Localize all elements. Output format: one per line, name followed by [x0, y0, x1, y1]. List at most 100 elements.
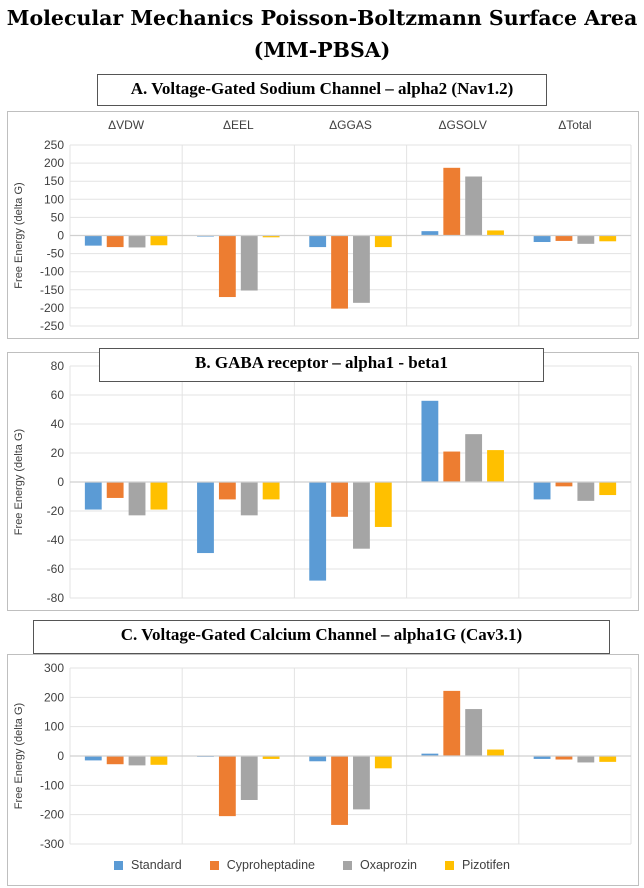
y-tick-label: -100 — [40, 265, 64, 279]
y-tick-label: -100 — [40, 778, 64, 792]
bar-standard-2 — [309, 756, 327, 762]
bar-pizotifen-4 — [599, 482, 617, 496]
bar-cyproheptadine-4 — [555, 756, 573, 760]
y-tick-label: 0 — [57, 475, 64, 489]
y-tick-label: 60 — [51, 388, 65, 402]
legend-label-standard: Standard — [131, 858, 182, 872]
y-tick-label: 40 — [51, 417, 65, 431]
bar-oxaprozin-3 — [465, 434, 483, 482]
y-tick-label: 0 — [57, 229, 64, 243]
bar-pizotifen-1 — [262, 756, 280, 759]
main-title-line1: Molecular Mechanics Poisson-Boltzmann Su… — [6, 6, 638, 30]
bar-cyproheptadine-3 — [443, 451, 461, 482]
y-tick-label: 200 — [44, 156, 64, 170]
chart-c: 300 200 100 0 -100 -200 -300 Free Energy (delta… — [13, 661, 632, 851]
bar-oxaprozin-4 — [577, 482, 595, 501]
bar-cyproheptadine-2 — [331, 756, 348, 825]
y-tick-label: 50 — [51, 210, 65, 224]
legend-item-cyproheptadine: Cyproheptadine — [209, 858, 315, 872]
bar-oxaprozin-4 — [577, 756, 595, 763]
y-tick-label: -200 — [40, 808, 64, 822]
y-axis-label: Free Energy (delta G) — [13, 182, 25, 288]
y-tick-label: 300 — [44, 661, 64, 675]
legend-item-oxaprozin: Oxaprozin — [343, 858, 417, 872]
y-tick-label: 20 — [51, 446, 65, 460]
bar-standard-0 — [84, 756, 102, 761]
bar-standard-2 — [309, 235, 327, 248]
bar-oxaprozin-3 — [465, 176, 483, 236]
bar-cyproheptadine-4 — [555, 482, 573, 487]
y-axis-label: Free Energy (delta G) — [13, 703, 25, 809]
category-label: ΔTotal — [558, 118, 591, 132]
bar-standard-2 — [309, 482, 327, 581]
bar-standard-0 — [84, 482, 102, 510]
chart-a-frame — [7, 111, 639, 339]
y-tick-label: 0 — [57, 749, 64, 763]
bar-cyproheptadine-1 — [218, 756, 236, 817]
bar-oxaprozin-1 — [240, 482, 258, 516]
bar-standard-4 — [533, 756, 551, 759]
bar-standard-3 — [421, 400, 439, 482]
y-tick-label: 250 — [44, 138, 64, 152]
bar-cyproheptadine-3 — [443, 690, 461, 756]
bar-cyproheptadine-1 — [218, 235, 236, 298]
bar-standard-4 — [533, 482, 551, 500]
legend-label-pizotifen: Pizotifen — [461, 858, 510, 872]
y-tick-label: -250 — [40, 319, 64, 333]
bar-oxaprozin-1 — [240, 756, 258, 800]
category-label: ΔGSOLV — [438, 118, 486, 132]
bar-pizotifen-0 — [150, 482, 168, 510]
bar-pizotifen-3 — [487, 749, 504, 756]
legend-swatch-cyproheptadine — [209, 860, 219, 870]
category-label: ΔVDW — [108, 118, 145, 132]
y-tick-label: 150 — [44, 174, 64, 188]
bar-oxaprozin-0 — [128, 756, 146, 766]
chart-a: 250 200 150 100 50 0 -50 -100 -150 -200 -250 ΔVDW ΔE… — [13, 118, 632, 333]
chart-c-title: C. Voltage-Gated Calcium Channel – alpha… — [33, 620, 610, 654]
bar-cyproheptadine-1 — [218, 482, 236, 500]
bar-pizotifen-1 — [262, 482, 280, 500]
chart-b-title: B. GABA receptor – alpha1 - beta1 — [99, 348, 544, 382]
bar-pizotifen-2 — [374, 235, 392, 248]
bar-oxaprozin-0 — [128, 235, 146, 248]
main-title: Molecular Mechanics Poisson-Boltzmann Su… — [0, 2, 644, 66]
category-label: ΔEEL — [223, 118, 254, 132]
bar-standard-3 — [421, 231, 439, 236]
bar-cyproheptadine-4 — [555, 235, 573, 241]
y-tick-label: 80 — [51, 359, 65, 373]
bar-pizotifen-0 — [150, 235, 168, 246]
legend: Standard Cyproheptadine Oxaprozin Pizoti… — [114, 855, 538, 875]
bar-pizotifen-2 — [374, 482, 392, 527]
y-tick-label: -200 — [40, 301, 64, 315]
bar-pizotifen-3 — [487, 230, 504, 236]
main-title-line2: (MM-PBSA) — [253, 38, 391, 62]
y-tick-label: -50 — [47, 247, 65, 261]
legend-item-pizotifen: Pizotifen — [444, 858, 510, 872]
y-tick-label: -80 — [47, 591, 65, 605]
bar-pizotifen-4 — [599, 756, 617, 762]
legend-swatch-pizotifen — [444, 860, 454, 870]
bar-cyproheptadine-2 — [331, 235, 348, 309]
chart-c-frame — [7, 654, 639, 886]
y-tick-label: 100 — [44, 192, 64, 206]
y-tick-label: -150 — [40, 283, 64, 297]
bar-oxaprozin-1 — [240, 235, 258, 291]
category-label: ΔGGAS — [329, 118, 372, 132]
legend-label-oxaprozin: Oxaprozin — [360, 858, 417, 872]
bar-oxaprozin-4 — [577, 235, 595, 244]
chart-a-title: A. Voltage-Gated Sodium Channel – alpha2… — [97, 74, 547, 106]
bar-cyproheptadine-0 — [106, 482, 124, 498]
bar-oxaprozin-2 — [353, 482, 370, 549]
bar-pizotifen-2 — [374, 756, 392, 769]
y-axis-label: Free Energy (delta G) — [13, 429, 25, 535]
y-tick-label: -60 — [47, 562, 65, 576]
bar-oxaprozin-3 — [465, 709, 483, 756]
legend-swatch-standard — [114, 860, 123, 870]
bar-cyproheptadine-0 — [106, 756, 124, 765]
y-tick-label: -300 — [40, 837, 64, 851]
bar-cyproheptadine-3 — [443, 167, 461, 236]
y-tick-label: -40 — [47, 533, 65, 547]
legend-item-standard: Standard — [114, 858, 182, 872]
bar-cyproheptadine-2 — [331, 482, 348, 517]
y-tick-label: 200 — [44, 690, 64, 704]
